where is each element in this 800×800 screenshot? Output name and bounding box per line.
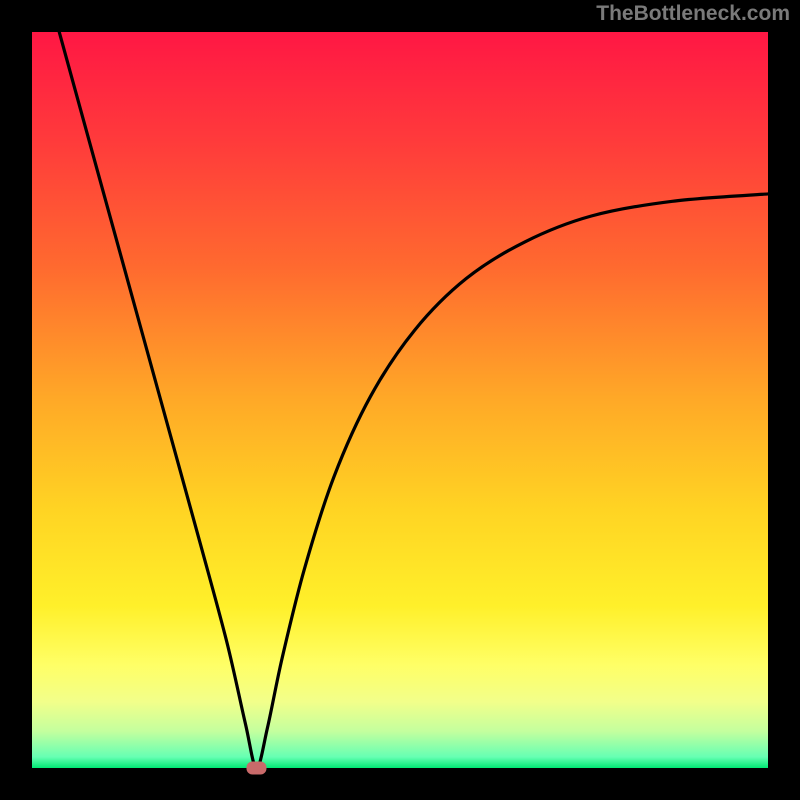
watermark-text: TheBottleneck.com [596, 2, 790, 26]
gradient-background [32, 32, 768, 768]
minimum-marker [246, 762, 266, 775]
bottleneck-chart [0, 0, 800, 800]
chart-container: TheBottleneck.com [0, 0, 800, 800]
